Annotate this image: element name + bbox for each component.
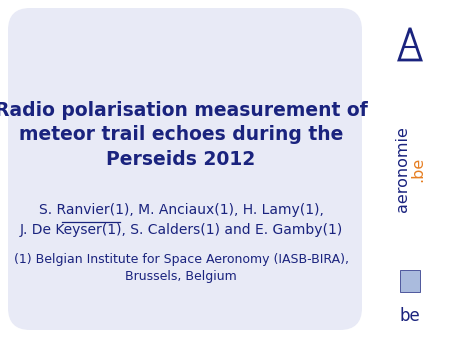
Text: Radio polarisation measurement of
meteor trail echoes during the
Perseids 2012: Radio polarisation measurement of meteor… xyxy=(0,101,367,169)
FancyBboxPatch shape xyxy=(8,8,362,330)
Bar xyxy=(400,270,420,292)
Text: S. Ranvier(1), M. Anciaux(1), H. Lamy(1),
J. De Keyser(1), S. Calders(1) and E. : S. Ranvier(1), M. Anciaux(1), H. Lamy(1)… xyxy=(19,203,342,237)
Text: .be: .be xyxy=(410,156,425,182)
Text: (1) Belgian Institute for Space Aeronomy (IASB-BIRA),
Brussels, Belgium: (1) Belgian Institute for Space Aeronomy… xyxy=(14,253,348,283)
Text: be: be xyxy=(400,307,420,325)
Bar xyxy=(370,0,450,338)
Text: aeronomie: aeronomie xyxy=(395,126,410,212)
